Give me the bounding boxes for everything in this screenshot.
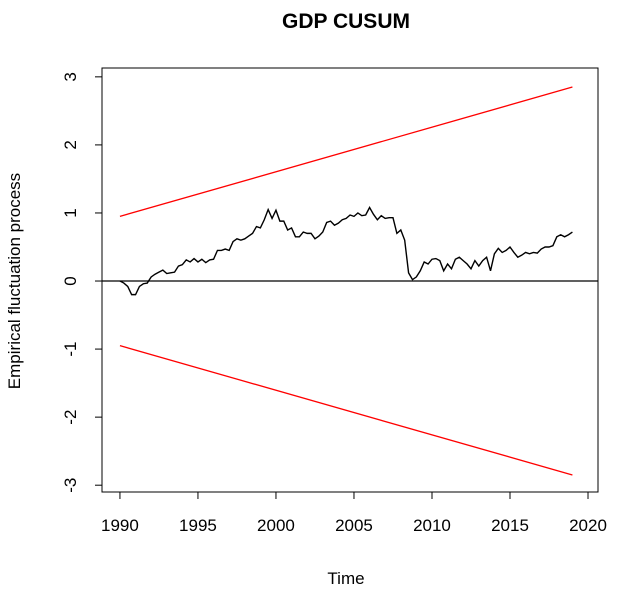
x-tick-label: 2005: [335, 516, 373, 535]
y-tick-label: 3: [61, 72, 80, 81]
x-tick-label: 1995: [179, 516, 217, 535]
y-tick-label: -2: [61, 410, 80, 425]
x-tick-label: 2010: [413, 516, 451, 535]
y-tick-label: -3: [61, 478, 80, 493]
x-tick-label: 2015: [491, 516, 529, 535]
boundary-line: [119, 345, 573, 476]
x-tick-label: 2020: [569, 516, 607, 535]
chart-title: GDP CUSUM: [282, 10, 410, 33]
x-axis-label: Time: [327, 569, 364, 588]
boundary-line: [119, 86, 573, 217]
y-tick-label: -1: [61, 342, 80, 357]
data-line: [119, 206, 573, 296]
x-tick-label: 1990: [101, 516, 139, 535]
x-tick-label: 2000: [257, 516, 295, 535]
y-tick-label: 0: [61, 276, 80, 285]
y-tick-label: 1: [61, 208, 80, 217]
plot-frame: [101, 67, 599, 493]
y-axis-label: Empirical fluctuation process: [5, 173, 24, 389]
y-tick-label: 2: [61, 140, 80, 149]
